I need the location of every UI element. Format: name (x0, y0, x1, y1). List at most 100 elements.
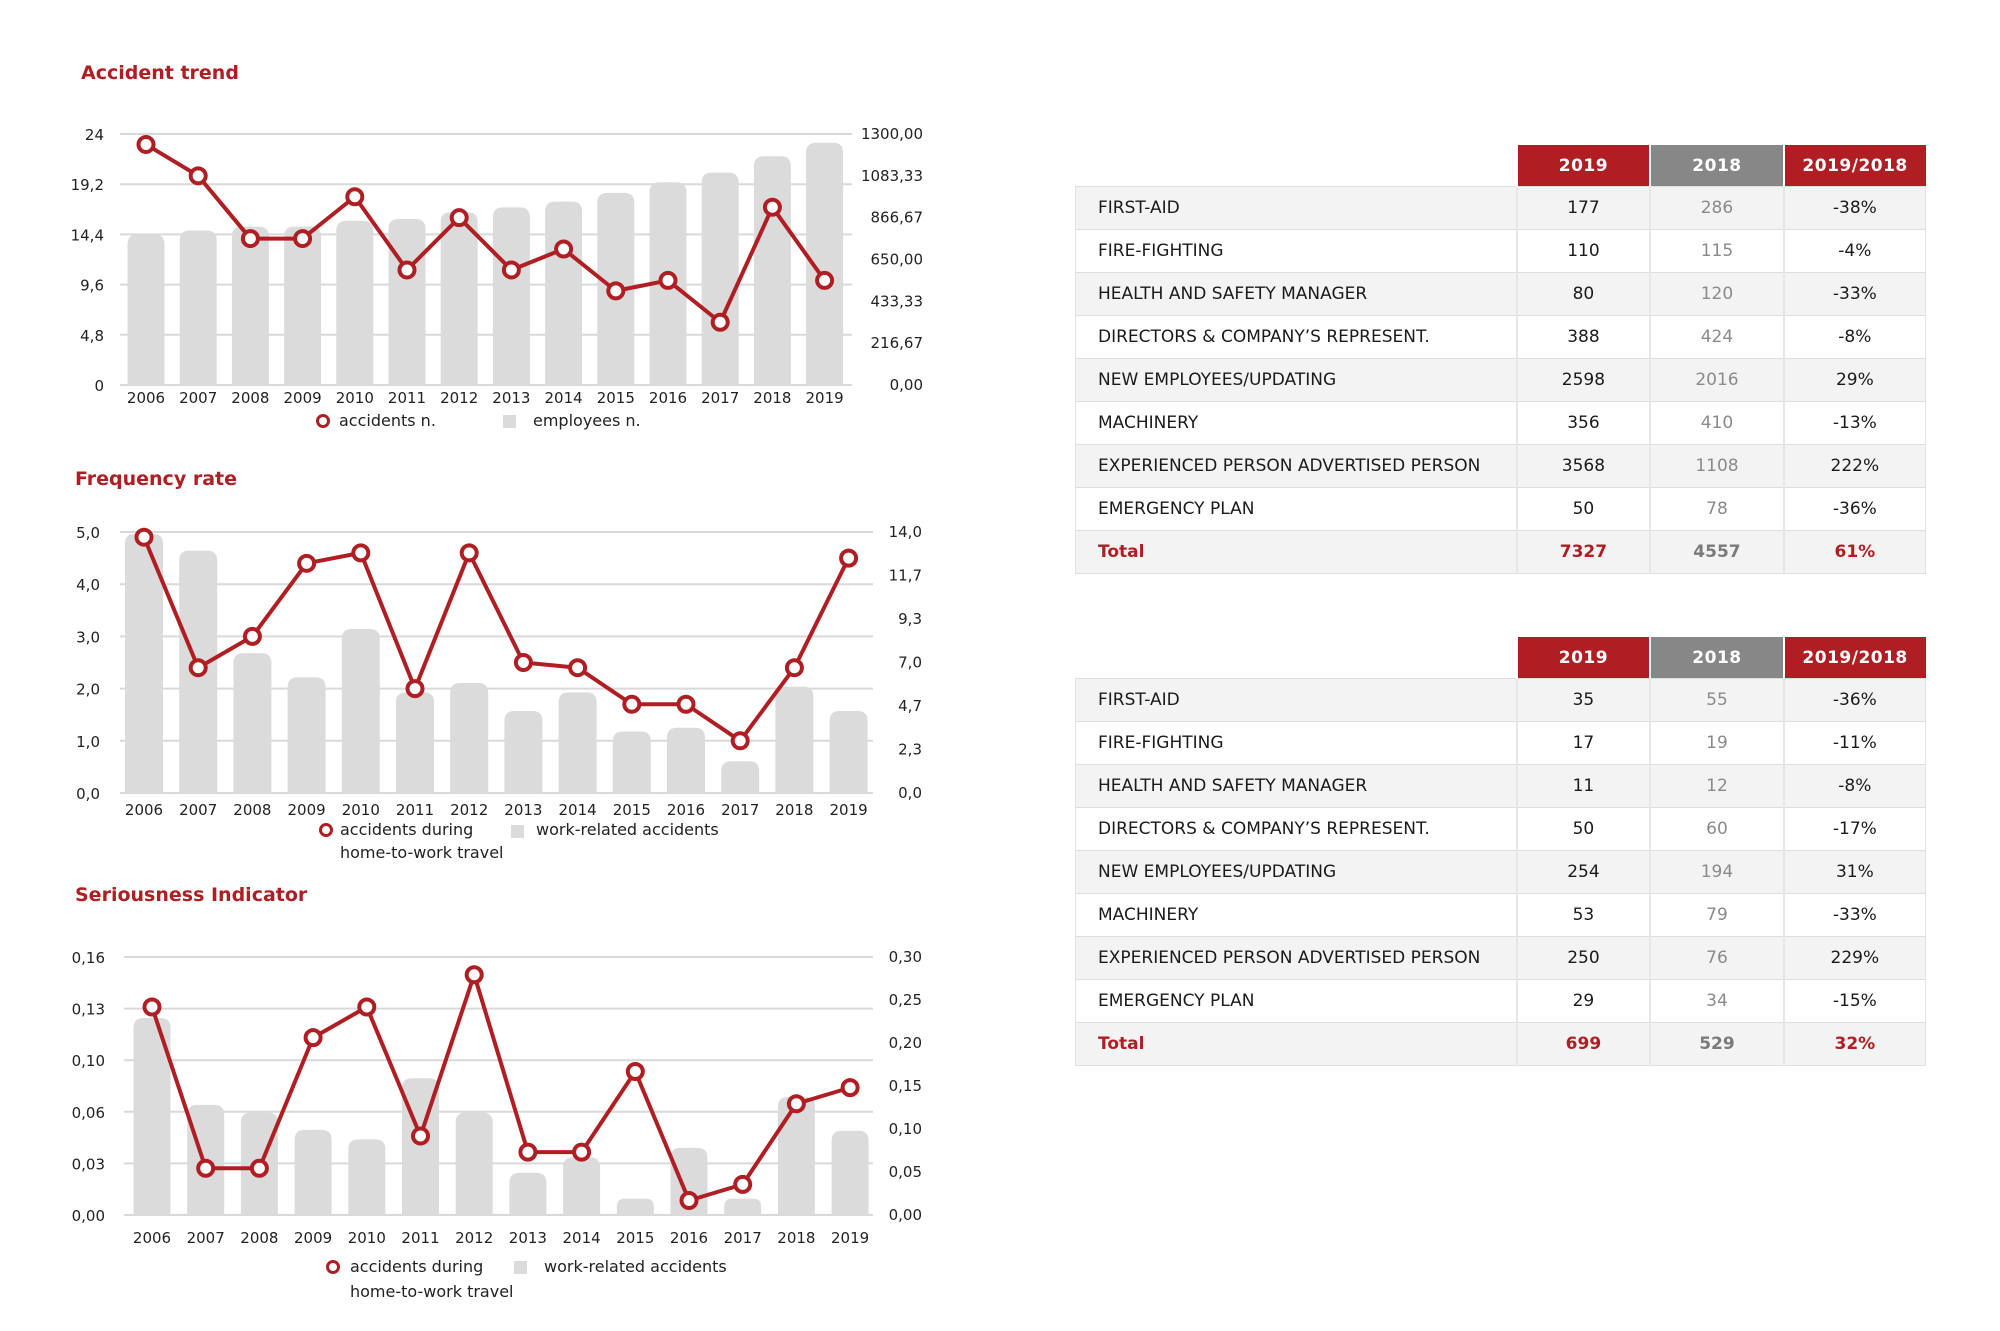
value-2018: 60 (1650, 807, 1785, 851)
value-2019: 2598 (1516, 358, 1652, 402)
value-2019: 388 (1516, 315, 1652, 359)
right-axis-tick-label: 0,05 (889, 1163, 922, 1181)
value-2019: 50 (1516, 807, 1652, 851)
right-axis-tick-label: 0,10 (889, 1120, 922, 1138)
x-axis-tick-label: 2009 (284, 389, 322, 407)
table-header-variation: 2019/2018 (1783, 145, 1926, 187)
x-axis-tick-label: 2017 (701, 389, 739, 407)
line-point (136, 134, 156, 154)
x-axis-tick-label: 2018 (775, 801, 813, 819)
value-variation: -33% (1783, 893, 1926, 937)
value-2019: 50 (1516, 487, 1652, 531)
x-axis-tick-label: 2011 (396, 801, 434, 819)
right-axis-tick-label: 4,7 (898, 697, 922, 715)
x-axis-tick-label: 2008 (233, 801, 271, 819)
left-axis-tick-label: 19,2 (71, 176, 104, 194)
bar (775, 686, 814, 793)
line-point (464, 965, 484, 985)
left-axis-tick-label: 5,0 (76, 524, 100, 542)
line-point (351, 543, 371, 563)
row-label: EMERGENCY PLAN (1074, 487, 1518, 531)
bar-series (133, 1018, 869, 1215)
x-axis-tick-label: 2009 (294, 1229, 332, 1247)
line-point (449, 208, 469, 228)
x-axis-tick-label: 2019 (830, 801, 868, 819)
bar (806, 142, 844, 385)
x-axis-tick-label: 2008 (240, 1229, 278, 1247)
line-point (459, 543, 479, 563)
x-axis-tick-label: 2007 (187, 1229, 225, 1247)
left-axis-tick-label: 0,00 (72, 1207, 105, 1225)
line-point (733, 1174, 753, 1194)
legend-line-marker-icon (326, 1260, 340, 1274)
line-point (405, 679, 425, 699)
row-label: DIRECTORS & COMPANY’S REPRESENT. (1074, 315, 1518, 359)
left-axis-tick-label: 0,0 (76, 785, 100, 803)
table-row: NEW EMPLOYEES/UPDATING 2598 2016 29% (1074, 358, 1926, 402)
value-2019: 3568 (1516, 444, 1652, 488)
legend-label-employees: employees n. (533, 411, 641, 430)
bar (125, 533, 163, 793)
legend-bar-marker-icon (511, 825, 524, 838)
value-2019: 11 (1516, 764, 1652, 808)
x-axis-tick-label: 2010 (342, 801, 380, 819)
value-2019: 17 (1516, 721, 1652, 765)
training-courses-table: 2019 2018 2019/2018 FIRST-AID 35 55 -36% FIR… (1074, 637, 1926, 1066)
total-variation: 32% (1783, 1022, 1926, 1066)
table-header-2019: 2019 (1516, 145, 1652, 187)
left-axis-tick-label: 3,0 (76, 628, 100, 646)
right-axis-tick-label: 650,00 (871, 251, 924, 269)
value-2018: 194 (1650, 850, 1785, 894)
row-label: NEW EMPLOYEES/UPDATING (1074, 358, 1518, 402)
row-label: DIRECTORS & COMPANY’S REPRESENT. (1074, 807, 1518, 851)
x-axis-tick-label: 2012 (455, 1229, 493, 1247)
value-variation: -36% (1783, 487, 1926, 531)
row-label: MACHINERY (1074, 893, 1518, 937)
value-variation: -38% (1783, 186, 1926, 230)
bar (701, 172, 739, 385)
line-point (679, 1190, 699, 1210)
row-label: FIRE-FIGHTING (1074, 229, 1518, 273)
line-point (839, 548, 859, 568)
table-header-2018: 2018 (1650, 145, 1785, 187)
line-point (658, 270, 678, 290)
line-point (606, 281, 626, 301)
table-total-row: Total 699 529 32% (1074, 1022, 1926, 1066)
chart-title-accident-trend: Accident trend (81, 62, 239, 84)
table-row: MACHINERY 356 410 -13% (1074, 401, 1926, 445)
value-variation: -8% (1783, 764, 1926, 808)
bar (287, 677, 326, 793)
bar (724, 1198, 762, 1215)
value-2018: 12 (1650, 764, 1785, 808)
bar (667, 727, 705, 793)
x-axis-tick-label: 2013 (509, 1229, 547, 1247)
line-point (196, 1158, 216, 1178)
line-point (840, 1078, 860, 1098)
right-axis-tick-label: 0,30 (889, 948, 922, 966)
value-variation: -13% (1783, 401, 1926, 445)
line-point (501, 260, 521, 280)
value-2018: 410 (1650, 401, 1785, 445)
x-axis-tick-label: 2015 (616, 1229, 654, 1247)
line-point (303, 1028, 323, 1048)
left-axis-tick-label: 0,16 (72, 949, 105, 967)
bar (829, 710, 868, 793)
chart-title-frequency-rate: Frequency rate (75, 468, 237, 490)
bar (616, 1198, 654, 1215)
x-axis-tick-label: 2016 (649, 389, 687, 407)
x-axis-tick-label: 2014 (559, 801, 597, 819)
line-point (513, 653, 533, 672)
legend-label-work-related: work-related accidents (536, 820, 719, 839)
line-point (784, 658, 804, 678)
total-variation: 61% (1783, 530, 1926, 574)
line-point (134, 527, 154, 547)
bar (612, 731, 651, 793)
x-axis-tick-label: 2009 (288, 801, 326, 819)
value-variation: -4% (1783, 229, 1926, 273)
left-axis-tick-label: 2,0 (76, 681, 100, 699)
right-axis-tick-label: 14,0 (889, 523, 922, 541)
x-axis-tick-label: 2007 (179, 389, 217, 407)
right-axis-tick-label: 433,33 (871, 292, 924, 310)
value-variation: -36% (1783, 678, 1926, 722)
table-row: HEALTH AND SAFETY MANAGER 80 120 -33% (1074, 272, 1926, 316)
